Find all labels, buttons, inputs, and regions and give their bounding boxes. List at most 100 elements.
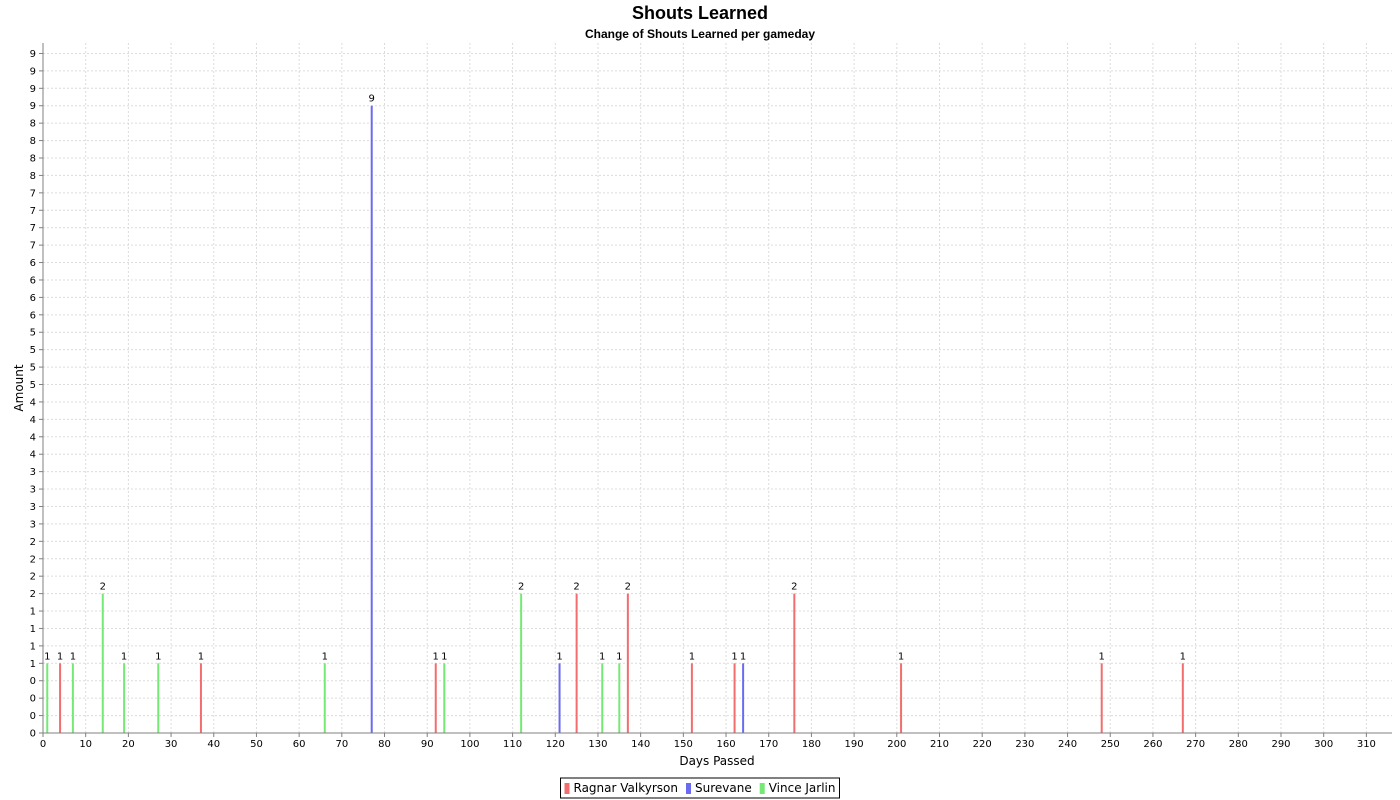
y-tick-label: 8 [30, 136, 36, 147]
y-tick-label: 3 [30, 467, 36, 478]
y-tick-label: 0 [30, 711, 36, 722]
bar [199, 663, 202, 733]
y-tick-label: 0 [30, 694, 36, 705]
x-tick-label: 70 [335, 739, 348, 750]
bar [323, 663, 326, 733]
bar [575, 593, 578, 733]
y-tick-label: 3 [30, 485, 36, 496]
y-tick-label: 6 [30, 258, 36, 269]
y-tick-label: 8 [30, 154, 36, 165]
y-tick-label: 5 [30, 328, 36, 339]
x-tick-label: 120 [546, 739, 565, 750]
y-axis-label: Amount [12, 364, 26, 411]
x-tick-label: 270 [1186, 739, 1205, 750]
x-tick-label: 250 [1101, 739, 1120, 750]
y-tick-label: 6 [30, 293, 36, 304]
y-tick-label: 3 [30, 502, 36, 513]
y-tick-label: 9 [30, 84, 36, 95]
bar-value-label: 9 [369, 94, 375, 105]
bar [434, 663, 437, 733]
bar-value-label: 1 [616, 651, 622, 662]
bar-value-label: 1 [198, 651, 204, 662]
x-tick-label: 170 [759, 739, 778, 750]
legend-swatch [564, 783, 570, 794]
bar-value-label: 1 [599, 651, 605, 662]
y-tick-label: 1 [30, 641, 36, 652]
bar [520, 593, 523, 733]
bar [370, 105, 373, 733]
y-tick-label: 8 [30, 171, 36, 182]
data-labels: 1 1 12 21 121 1 191 11 121 1 1 121 1 [44, 94, 1186, 663]
legend-item: Ragnar Valkyrson [564, 781, 678, 795]
y-tick-label: 1 [30, 624, 36, 635]
x-tick-label: 310 [1357, 739, 1376, 750]
plot-area [42, 42, 1393, 734]
bar [59, 663, 62, 733]
y-tick-label: 7 [30, 188, 36, 199]
y-tick-label: 9 [30, 101, 36, 112]
bar-value-label: 1 [556, 651, 562, 662]
y-tick-label: 4 [30, 432, 36, 443]
x-tick-label: 110 [503, 739, 522, 750]
x-tick-label: 20 [122, 739, 135, 750]
legend-item: Surevane [685, 781, 752, 795]
bar-value-label: 2 [625, 582, 631, 593]
x-tick-label: 160 [716, 739, 735, 750]
x-tick-label: 100 [460, 739, 479, 750]
x-tick-label: 140 [631, 739, 650, 750]
x-tick-label: 150 [674, 739, 693, 750]
y-tick-label: 5 [30, 380, 36, 391]
bar-value-label: 1 [44, 651, 50, 662]
bar-value-label: 1 [70, 651, 76, 662]
bar [157, 663, 160, 733]
x-tick-label: 80 [378, 739, 391, 750]
x-tick-label: 60 [293, 739, 306, 750]
bar-value-label: 2 [573, 582, 579, 593]
y-tick-label: 2 [30, 554, 36, 565]
y-tick-label: 7 [30, 223, 36, 234]
x-tick-label: 200 [887, 739, 906, 750]
bar [71, 663, 74, 733]
y-tick-label: 2 [30, 537, 36, 548]
y-tick-label: 6 [30, 275, 36, 286]
bar [1100, 663, 1103, 733]
y-tick-label: 4 [30, 450, 36, 461]
chart-subtitle: Change of Shouts Learned per gameday [585, 27, 815, 41]
bar-value-label: 2 [518, 582, 524, 593]
x-tick-label: 220 [973, 739, 992, 750]
legend-swatch [759, 783, 765, 794]
bar-value-label: 1 [898, 651, 904, 662]
x-tick-label: 30 [165, 739, 178, 750]
legend-label: Surevane [695, 781, 752, 795]
bar-value-label: 2 [791, 582, 797, 593]
bar [733, 663, 736, 733]
legend-label: Ragnar Valkyrson [574, 781, 678, 795]
legend-item: Vince Jarlin [759, 781, 835, 795]
x-tick-label: 0 [40, 739, 46, 750]
x-tick-label: 230 [1015, 739, 1034, 750]
y-tick-label: 8 [30, 119, 36, 130]
x-tick-label: 180 [802, 739, 821, 750]
x-tick-label: 190 [845, 739, 864, 750]
bar-value-label: 1 [689, 651, 695, 662]
y-tick-label: 7 [30, 241, 36, 252]
bar-value-label: 1 [441, 651, 447, 662]
x-tick-label: 260 [1143, 739, 1162, 750]
y-tick-label: 5 [30, 363, 36, 374]
y-tick-label: 6 [30, 310, 36, 321]
y-tick-label: 9 [30, 66, 36, 77]
y-tick-label: 9 [30, 49, 36, 60]
bar-value-label: 1 [1180, 651, 1186, 662]
x-tick-label: 50 [250, 739, 263, 750]
bar-value-label: 1 [731, 651, 737, 662]
y-tick-label: 7 [30, 206, 36, 217]
y-tick-label: 3 [30, 519, 36, 530]
bar-value-label: 1 [322, 651, 328, 662]
y-tick-label: 0 [30, 729, 36, 740]
x-tick-label: 300 [1314, 739, 1333, 750]
y-tick-label: 4 [30, 415, 36, 426]
legend-box [560, 777, 840, 799]
axes: 0 10 20 30 40 50 60 70 80 90 100 110 120 130 140 150 160… [30, 43, 1392, 750]
bar [123, 663, 126, 733]
